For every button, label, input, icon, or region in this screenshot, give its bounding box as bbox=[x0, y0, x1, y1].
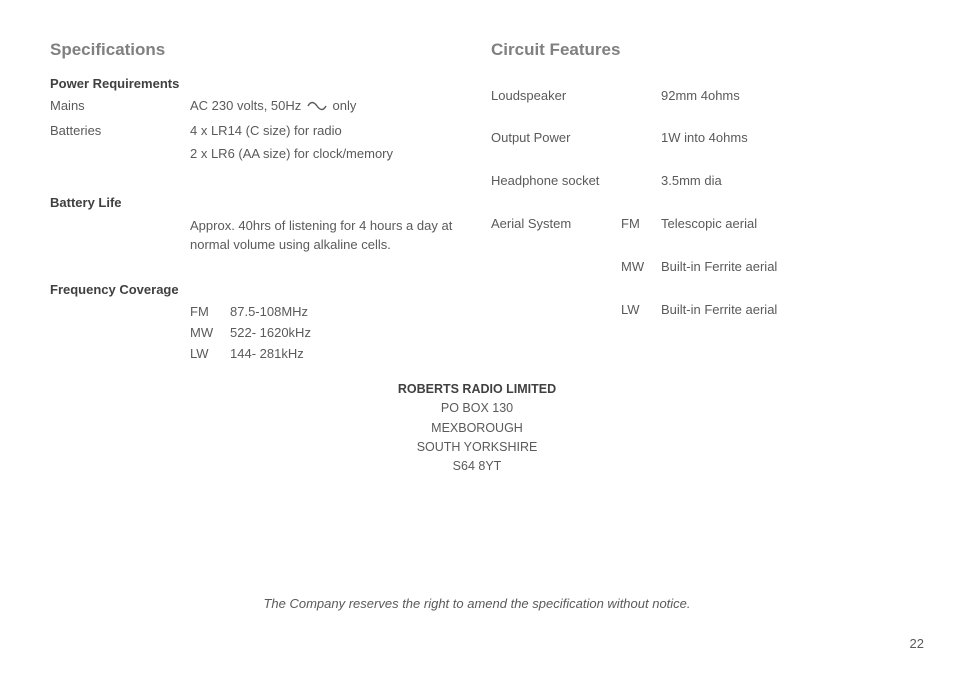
company-address: ROBERTS RADIO LIMITED PO BOX 130 MEXBORO… bbox=[50, 380, 904, 477]
batteries-row: Batteries 4 x LR14 (C size) for radio bbox=[50, 122, 463, 141]
freq-range-fm: 87.5-108MHz bbox=[230, 303, 308, 322]
company-line4: S64 8YT bbox=[50, 457, 904, 476]
page: Specifications Power Requirements Mains … bbox=[0, 0, 954, 674]
circuit-row-aerial-fm: Aerial System FM Telescopic aerial bbox=[491, 215, 904, 234]
columns: Specifications Power Requirements Mains … bbox=[50, 38, 904, 366]
power-requirements-heading: Power Requirements bbox=[50, 75, 463, 94]
circuit-value: Built-in Ferrite aerial bbox=[661, 258, 904, 277]
circuit-label: Loudspeaker bbox=[491, 87, 621, 106]
batteries-line1: 4 x LR14 (C size) for radio bbox=[190, 122, 463, 141]
circuit-label: Headphone socket bbox=[491, 172, 621, 191]
company-line1: PO BOX 130 bbox=[50, 399, 904, 418]
circuit-value: 92mm 4ohms bbox=[661, 87, 904, 106]
circuit-label bbox=[491, 258, 621, 277]
circuit-row-output-power: Output Power 1W into 4ohms bbox=[491, 129, 904, 148]
freq-band-fm: FM bbox=[190, 303, 230, 322]
batteries-label: Batteries bbox=[50, 122, 190, 141]
circuit-label: Output Power bbox=[491, 129, 621, 148]
circuit-value: 1W into 4ohms bbox=[661, 129, 904, 148]
batteries-row-2: 2 x LR6 (AA size) for clock/memory bbox=[50, 145, 463, 164]
batteries-label-spacer bbox=[50, 145, 190, 164]
freq-range-lw: 144- 281kHz bbox=[230, 345, 304, 364]
spacer bbox=[491, 75, 904, 87]
mains-label: Mains bbox=[50, 97, 190, 118]
circuit-features-column: Circuit Features Loudspeaker 92mm 4ohms … bbox=[491, 38, 904, 366]
mains-value-post: only bbox=[333, 98, 357, 113]
batteries-line2: 2 x LR6 (AA size) for clock/memory bbox=[190, 145, 463, 164]
circuit-row-loudspeaker: Loudspeaker 92mm 4ohms bbox=[491, 87, 904, 106]
mains-value: AC 230 volts, 50Hz only bbox=[190, 97, 463, 118]
disclaimer-text: The Company reserves the right to amend … bbox=[0, 595, 954, 614]
page-number: 22 bbox=[910, 635, 924, 654]
circuit-band bbox=[621, 87, 661, 106]
circuit-band: MW bbox=[621, 258, 661, 277]
circuit-value: Built-in Ferrite aerial bbox=[661, 301, 904, 320]
circuit-value: 3.5mm dia bbox=[661, 172, 904, 191]
circuit-row-headphone: Headphone socket 3.5mm dia bbox=[491, 172, 904, 191]
circuit-band bbox=[621, 129, 661, 148]
specifications-column: Specifications Power Requirements Mains … bbox=[50, 38, 463, 366]
company-line2: MEXBOROUGH bbox=[50, 419, 904, 438]
circuit-label bbox=[491, 301, 621, 320]
freq-band-mw: MW bbox=[190, 324, 230, 343]
freq-band-lw: LW bbox=[190, 345, 230, 364]
mains-row: Mains AC 230 volts, 50Hz only bbox=[50, 97, 463, 118]
battery-life-heading: Battery Life bbox=[50, 194, 463, 213]
company-name: ROBERTS RADIO LIMITED bbox=[50, 380, 904, 399]
circuit-band bbox=[621, 172, 661, 191]
mains-value-pre: AC 230 volts, 50Hz bbox=[190, 98, 301, 113]
circuit-features-title: Circuit Features bbox=[491, 38, 904, 63]
battery-life-text: Approx. 40hrs of listening for 4 hours a… bbox=[190, 217, 463, 255]
frequency-row-mw: MW 522- 1620kHz bbox=[190, 324, 463, 343]
circuit-band: FM bbox=[621, 215, 661, 234]
circuit-row-aerial-mw: MW Built-in Ferrite aerial bbox=[491, 258, 904, 277]
circuit-value: Telescopic aerial bbox=[661, 215, 904, 234]
company-line3: SOUTH YORKSHIRE bbox=[50, 438, 904, 457]
frequency-coverage-heading: Frequency Coverage bbox=[50, 281, 463, 300]
circuit-label: Aerial System bbox=[491, 215, 621, 234]
frequency-row-fm: FM 87.5-108MHz bbox=[190, 303, 463, 322]
freq-range-mw: 522- 1620kHz bbox=[230, 324, 311, 343]
ac-sine-icon bbox=[307, 99, 327, 118]
circuit-row-aerial-lw: LW Built-in Ferrite aerial bbox=[491, 301, 904, 320]
circuit-band: LW bbox=[621, 301, 661, 320]
frequency-rows: FM 87.5-108MHz MW 522- 1620kHz LW 144- 2… bbox=[190, 303, 463, 364]
frequency-row-lw: LW 144- 281kHz bbox=[190, 345, 463, 364]
specifications-title: Specifications bbox=[50, 38, 463, 63]
